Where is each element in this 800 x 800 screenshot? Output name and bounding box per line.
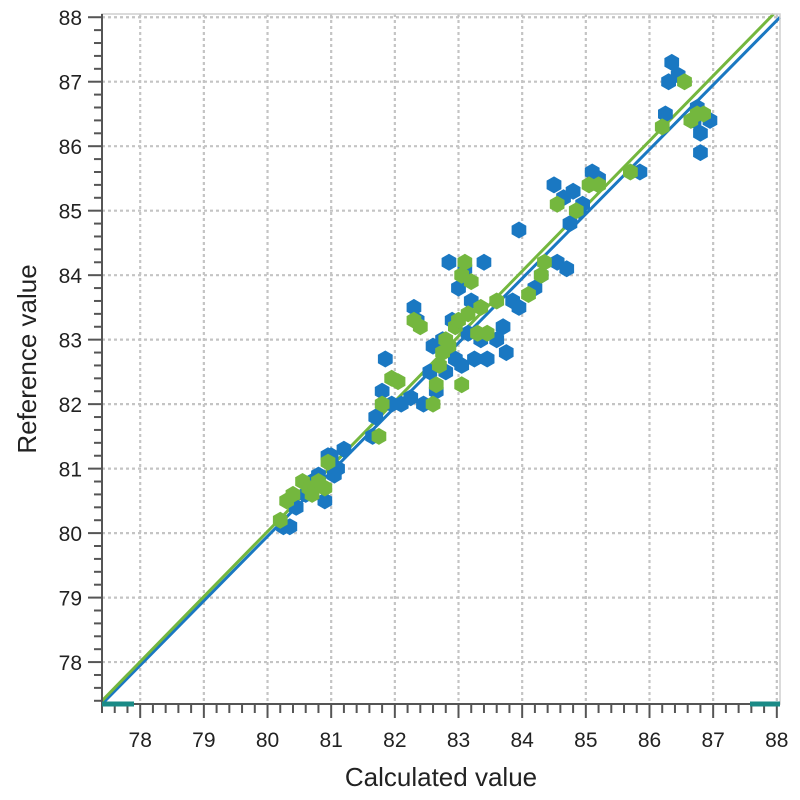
blue-data-point [562,215,578,233]
green-data-point [425,395,441,413]
green-data-point [463,273,479,291]
blue-data-point [658,105,673,123]
x-axis-title: Calculated value [345,762,537,792]
blue-data-point [664,53,680,71]
green-data-point [489,292,505,310]
blue-data-point [451,279,466,297]
y-tick-label: 84 [59,265,83,288]
blue-data-point [374,382,390,400]
blue-data-point [377,350,393,368]
y-tick-label: 86 [59,136,82,159]
blue-data-point [406,298,422,316]
blue-data-point [693,124,708,142]
green-data-point [568,202,584,220]
blue-data-point [565,182,581,200]
y-tick-label: 79 [59,588,82,611]
blue-data-point [546,176,562,194]
x-tick-label: 85 [574,729,597,752]
blue-data-point [476,253,492,271]
y-tick-label: 80 [59,523,82,546]
x-tick-label: 86 [638,729,661,752]
green-data-point [479,324,495,342]
green-data-point [454,376,470,394]
blue-data-point [317,492,333,510]
y-tick-label: 82 [59,394,82,417]
x-tick-label: 82 [383,729,406,752]
green-data-point [549,195,565,213]
y-tick-label: 78 [59,652,82,675]
green-data-point [521,286,536,303]
x-tick-label: 81 [320,729,343,752]
blue-data-point [559,260,575,278]
green-data-point [537,253,552,271]
y-tick-label: 81 [59,459,82,482]
blue-data-point [495,318,511,336]
x-tick-label: 84 [510,729,534,752]
x-tick-label: 80 [256,729,279,752]
green-data-point [457,253,473,271]
blue-data-point [368,408,384,426]
y-tick-label: 83 [59,330,82,353]
x-tick-label: 87 [701,729,724,752]
blue-data-point [454,356,470,374]
green-data-point [390,373,406,391]
y-tick-label: 87 [59,72,82,95]
blue-data-point [467,350,482,368]
green-data-point [317,479,333,497]
blue-data-point [403,389,419,407]
x-tick-label: 83 [447,729,470,752]
x-tick-label: 79 [192,729,215,752]
green-data-point [428,376,444,394]
green-data-point [473,298,489,316]
green-data-point [623,163,638,181]
green-data-point [374,395,390,413]
blue-data-point [336,440,352,458]
green-data-point [533,266,549,284]
tick-labels: 78 79 80 81 82 83 84 85 86 87 88 78 79 80 81 82 83 84 85 86… [59,7,789,752]
green-data-point [304,485,320,503]
green-data-point [285,485,301,503]
blue-data-point [498,344,514,362]
blue-data-point [441,253,457,271]
green-data-point [460,305,476,323]
blue-data-point [479,350,495,368]
y-tick-label: 85 [59,201,82,224]
green-data-point [677,73,692,91]
green-data-point [320,453,336,471]
green-data-point [432,356,447,374]
axes [88,13,781,718]
blue-data-point [693,144,708,162]
green-data-point [371,427,387,445]
green-data-point [696,105,711,123]
blue-data-point [511,298,527,316]
x-tick-label: 78 [129,729,152,752]
green-data-point [654,118,670,136]
y-axis-title: Reference value [12,264,42,453]
data-points [272,53,718,536]
green-data-point [441,337,457,355]
x-tick-label: 88 [765,729,788,752]
y-tick-label: 88 [59,7,82,30]
blue-data-point [511,221,527,239]
green-data-point [272,511,288,529]
green-data-point [591,176,606,194]
green-data-point [412,318,428,336]
